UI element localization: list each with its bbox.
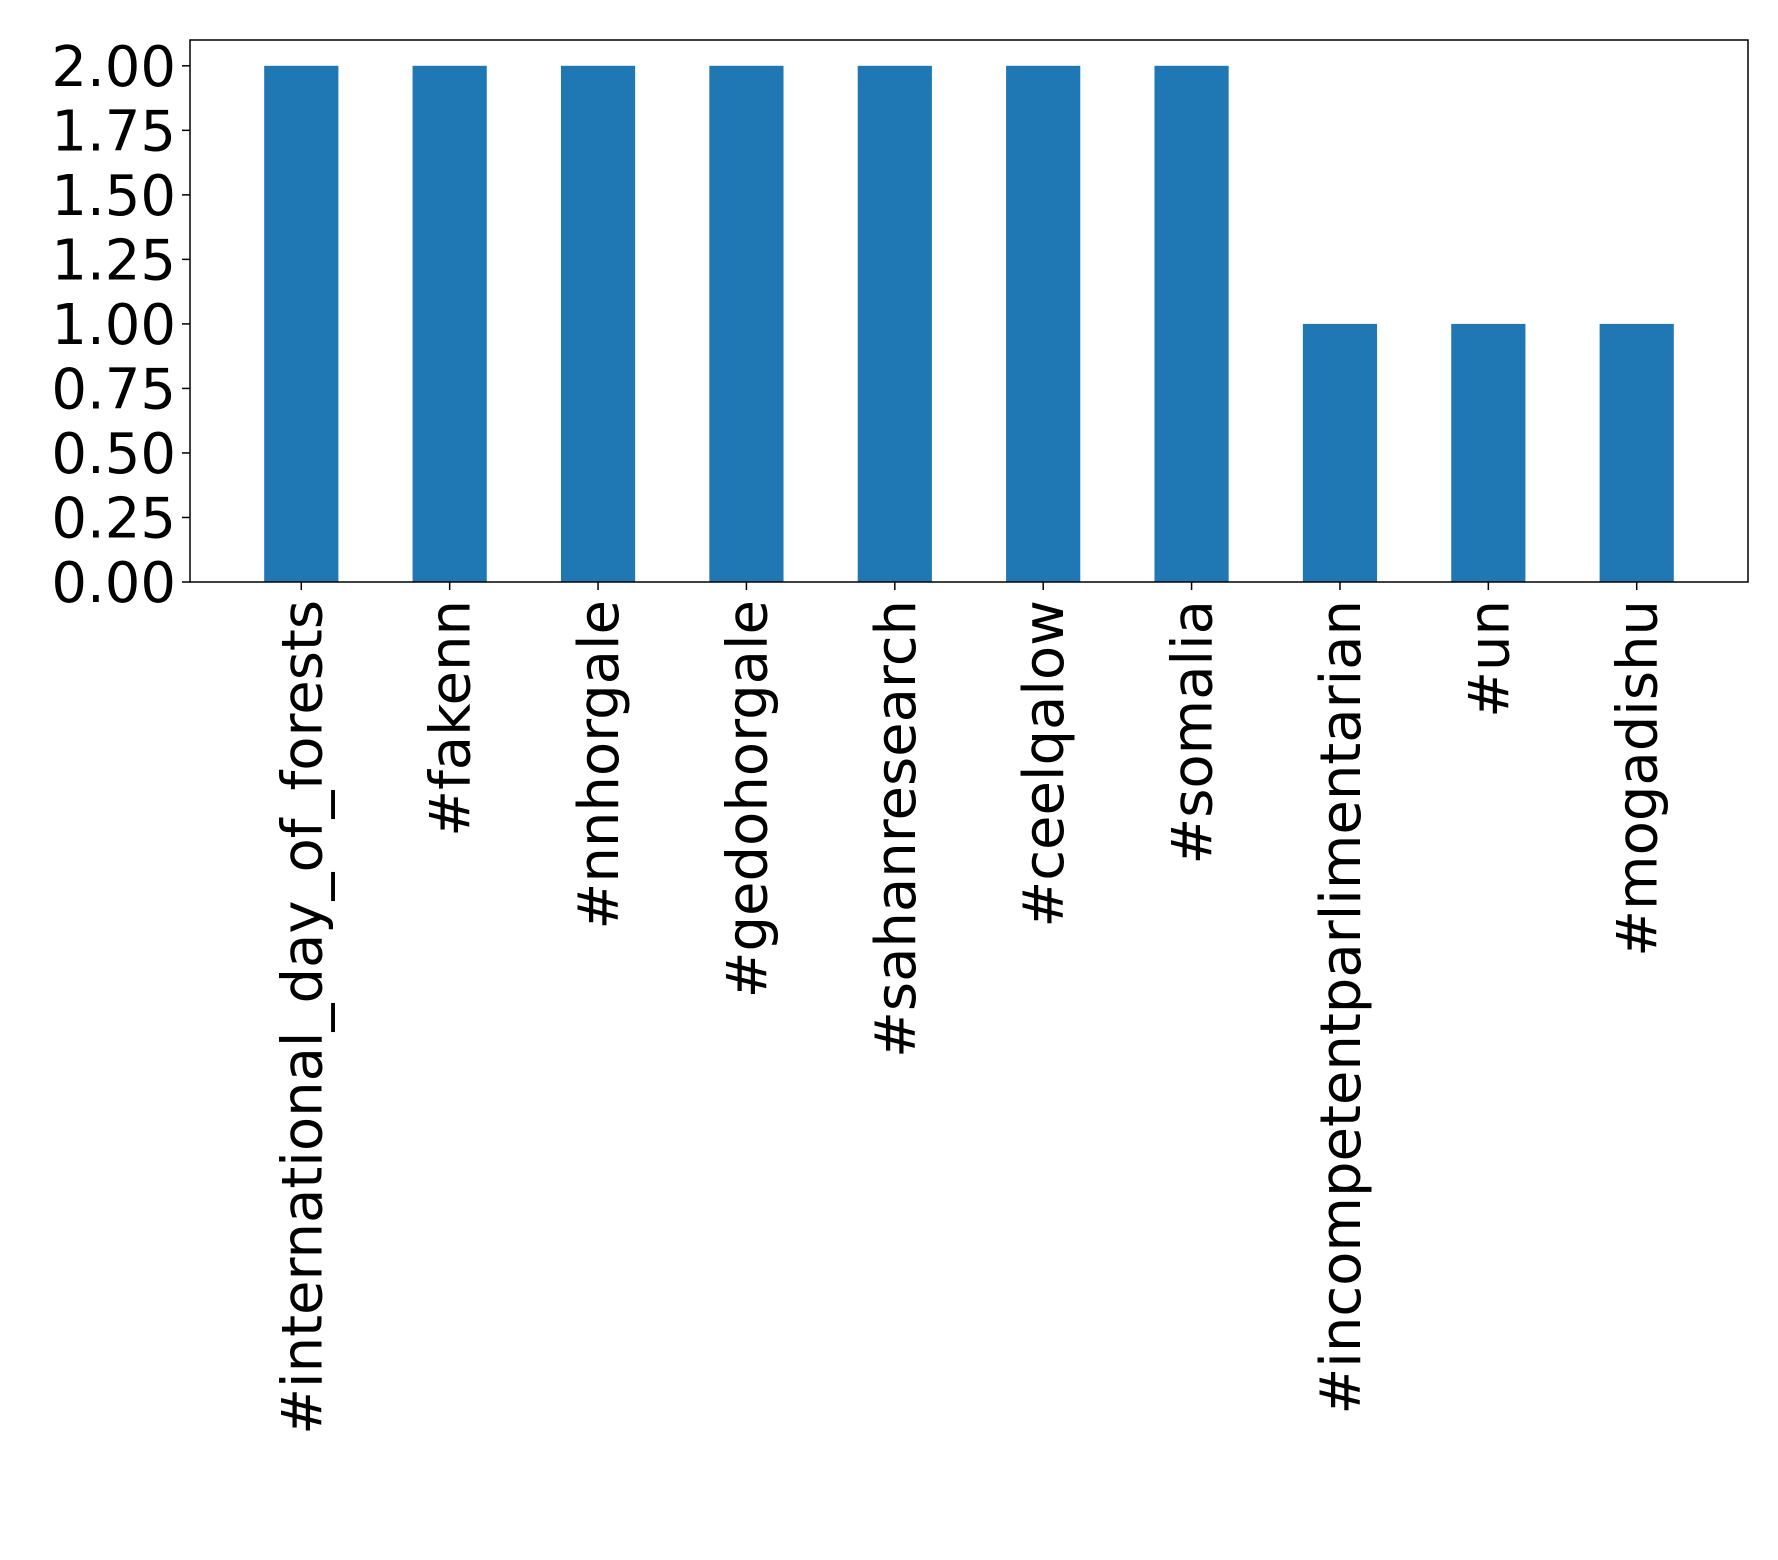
x-tick-label-9: #mogadishu <box>1606 600 1671 957</box>
bar-6 <box>1154 65 1229 583</box>
bar-8 <box>1451 323 1526 582</box>
bar-2 <box>560 65 636 583</box>
x-tick-label-5: #ceelqalow <box>1012 600 1077 928</box>
y-tick-label-1: 0.25 <box>51 486 176 551</box>
y-tick-label-4: 1.00 <box>51 293 176 358</box>
plot-frame <box>189 39 1749 583</box>
y-tick-label-2: 0.50 <box>51 422 176 487</box>
x-tick-label-7: #incompetentparlimentarian <box>1309 600 1374 1415</box>
x-tick-label-0: #international_day_of_forests <box>270 600 335 1435</box>
y-tick-label-5: 1.25 <box>51 228 176 293</box>
bar-4 <box>857 65 932 583</box>
bars-group <box>264 65 1674 583</box>
y-axis: 0.000.250.500.751.001.251.501.752.00 <box>51 35 190 616</box>
x-tick-label-6: #somalia <box>1161 600 1226 865</box>
bar-3 <box>709 65 784 583</box>
bar-0 <box>264 65 339 583</box>
x-tick-label-1: #fakenn <box>419 600 484 837</box>
bar-7 <box>1302 323 1378 582</box>
x-tick-label-3: #gedohorgale <box>715 600 780 998</box>
x-tick-label-2: #nnhorgale <box>567 600 632 930</box>
y-tick-label-6: 1.50 <box>51 164 176 229</box>
y-tick-label-7: 1.75 <box>51 99 176 164</box>
y-tick-label-8: 2.00 <box>51 35 176 100</box>
x-axis: #international_day_of_forests #fakenn #nnh… <box>270 582 1671 1435</box>
y-tick-label-3: 0.75 <box>51 357 176 422</box>
x-tick-label-8: #un <box>1457 600 1522 718</box>
y-tick-label-0: 0.00 <box>51 551 176 616</box>
x-tick-label-4: #sahanresearch <box>864 600 929 1058</box>
bar-5 <box>1006 65 1081 583</box>
bar-1 <box>412 65 487 583</box>
bar-9 <box>1599 323 1674 582</box>
